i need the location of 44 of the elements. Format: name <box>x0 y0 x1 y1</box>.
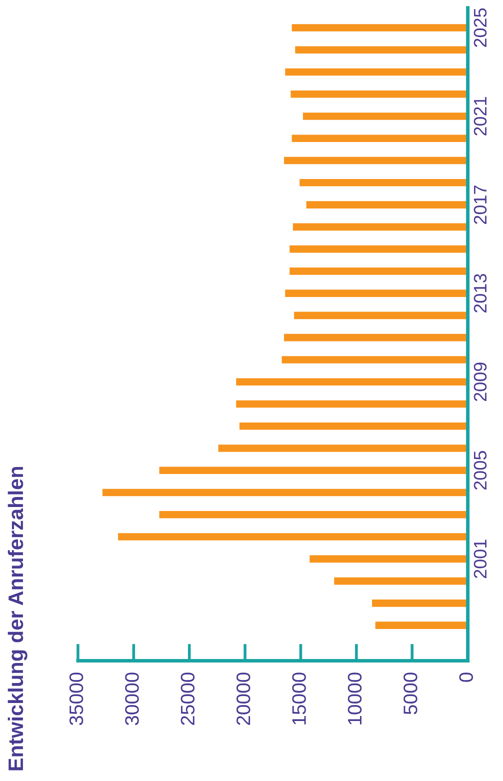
bar <box>239 422 468 430</box>
x-tick-label: 10000 <box>348 672 362 724</box>
bar <box>285 68 468 76</box>
bar <box>118 533 468 540</box>
bar <box>292 134 468 142</box>
bar <box>295 46 468 54</box>
bar <box>218 444 468 452</box>
bar <box>284 334 468 342</box>
bar <box>292 24 468 32</box>
x-tick-label: 0 <box>459 672 474 682</box>
y-tick-label: 2013 <box>474 274 487 312</box>
text: Entwicklung der Anruferzahlen <box>8 466 28 770</box>
bar <box>375 622 468 629</box>
bar <box>102 488 468 496</box>
bar <box>285 290 468 297</box>
y-tick-label: 2009 <box>474 362 487 402</box>
y-tick-label: 2021 <box>474 97 487 136</box>
bar <box>236 378 468 386</box>
bar <box>310 555 468 563</box>
bar <box>282 356 468 364</box>
bar <box>159 466 468 474</box>
bar <box>290 245 468 253</box>
bar <box>294 312 468 320</box>
bar <box>300 179 468 186</box>
x-tick-label: 35000 <box>69 672 84 726</box>
x-tick-label: 5000 <box>404 672 418 714</box>
bar <box>334 577 468 585</box>
bar <box>290 268 468 275</box>
bar <box>372 600 468 607</box>
bar <box>290 90 468 98</box>
bar <box>284 156 468 164</box>
bar <box>292 223 468 231</box>
bar <box>159 511 468 518</box>
bar <box>306 201 468 208</box>
bar <box>302 112 468 120</box>
bar <box>236 400 468 408</box>
y-tick-label: 2005 <box>474 451 487 490</box>
y-tick-label: 2025 <box>474 8 487 47</box>
x-tick-label: 15000 <box>292 672 306 724</box>
y-tick-label: 2017 <box>474 186 487 224</box>
x-tick-label: 30000 <box>125 672 139 726</box>
y-tick-label: 2001 <box>474 540 487 578</box>
x-tick-label: 20000 <box>236 672 250 725</box>
x-tick-label: 25000 <box>180 672 195 725</box>
